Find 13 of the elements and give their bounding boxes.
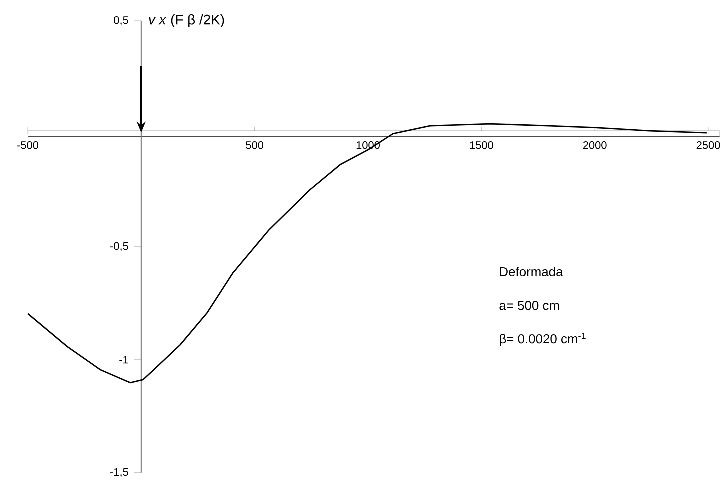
annotation: β= 0.0020 cm$^{-1}$ bbox=[500, 333, 586, 346]
x-tick-label: 2000 bbox=[583, 142, 607, 150]
y-tick-label: -1 bbox=[120, 356, 128, 364]
y-tick-label: -0,5 bbox=[110, 242, 128, 252]
y-axis-title: v x (F β /2K) bbox=[149, 14, 224, 28]
x-tick-label: 500 bbox=[246, 142, 264, 150]
x-tick-label: 2500 bbox=[696, 142, 720, 150]
x-tick-label: 1500 bbox=[470, 142, 494, 150]
annotation: a= 500 cm bbox=[500, 301, 560, 310]
annotation: Deformada bbox=[500, 267, 564, 277]
y-tick-label: -1,5 bbox=[110, 468, 128, 478]
y-tick-label: 0,5 bbox=[114, 16, 128, 26]
x-tick-label: -500 bbox=[18, 142, 39, 150]
